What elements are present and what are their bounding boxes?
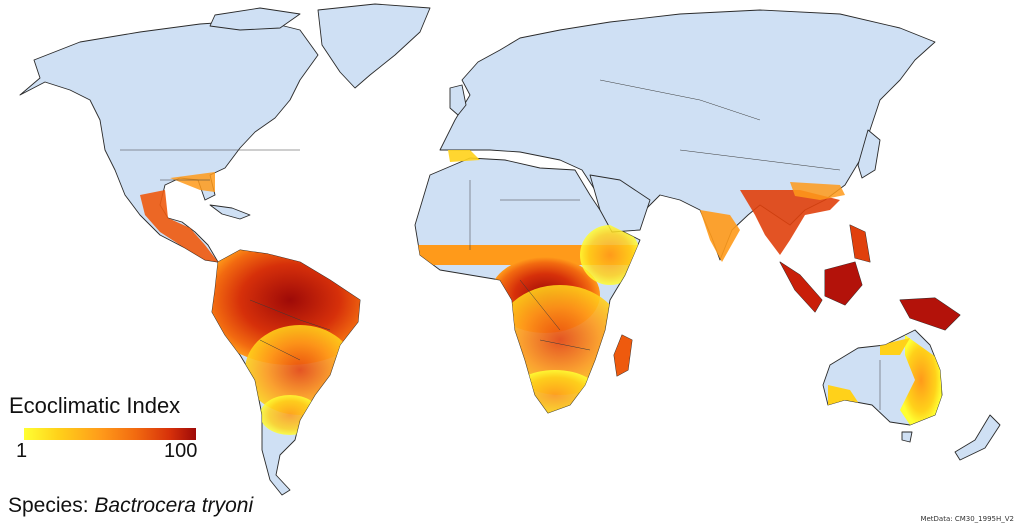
landmass-japan [857,129,881,179]
landmass-tasmania [901,431,913,443]
metdata-credit: MetData: CM30_1995H_V2 [920,515,1014,523]
landmass-new-zealand [954,414,1001,461]
landmass-arabia [589,174,651,233]
suitability-mediterranean [448,150,480,162]
legend-max-label: 100 [164,440,198,462]
suitability-china-south [790,182,845,200]
suitability-borneo [825,262,862,305]
suitability-india [700,210,740,262]
suitability-southeast-asia [740,190,840,255]
suitability-australia [828,335,942,425]
suitability-central-america [140,190,218,262]
legend-color-bar [24,428,196,440]
landmass-britain [449,84,467,116]
suitability-africa [415,225,640,413]
landmass-greenland [317,3,431,89]
species-name: Bactrocera tryoni [94,494,254,517]
legend-min-label: 1 [16,440,28,462]
species-prefix: Species: [8,494,89,517]
landmass-caribbean [209,204,251,220]
suitability-new-guinea [900,298,960,330]
suitability-madagascar [614,335,632,376]
landmass-arctic-islands [209,7,301,31]
suitability-sumatra [780,262,822,312]
country-borders [120,79,881,410]
suitability-gulf-coast [170,172,215,192]
legend-title: Ecoclimatic Index [9,393,181,418]
suitability-philippines [850,225,870,262]
species-caption: Species: Bactrocera tryoni [8,494,253,518]
suitability-south-america [212,250,360,435]
